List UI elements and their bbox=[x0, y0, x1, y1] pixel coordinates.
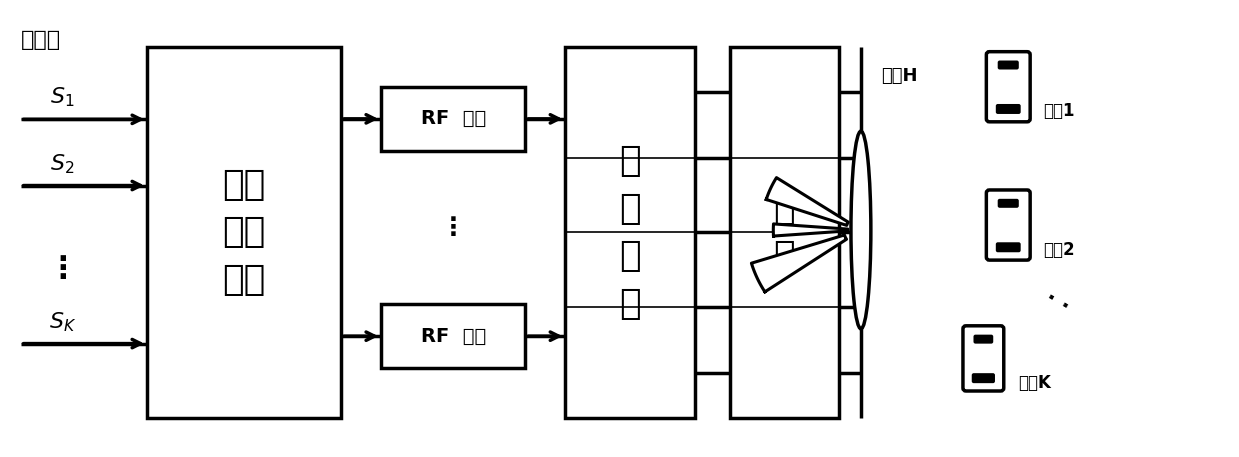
Polygon shape bbox=[773, 224, 847, 236]
FancyBboxPatch shape bbox=[973, 374, 994, 382]
FancyBboxPatch shape bbox=[997, 243, 1020, 251]
Bar bbox=[147, 47, 341, 418]
FancyBboxPatch shape bbox=[975, 336, 992, 343]
Text: RF  链路: RF 链路 bbox=[420, 109, 486, 128]
FancyBboxPatch shape bbox=[963, 326, 1004, 391]
Text: 波
束
选
择: 波 束 选 择 bbox=[620, 144, 641, 321]
Text: 信道H: 信道H bbox=[881, 67, 917, 85]
FancyBboxPatch shape bbox=[999, 62, 1017, 69]
Text: 数字
预编
码器: 数字 预编 码器 bbox=[223, 168, 266, 297]
Text: $S_1$: $S_1$ bbox=[51, 86, 74, 109]
Text: ⋮: ⋮ bbox=[441, 216, 466, 239]
Text: 用户2: 用户2 bbox=[1043, 241, 1074, 259]
Text: $S_K$: $S_K$ bbox=[48, 310, 76, 334]
FancyBboxPatch shape bbox=[986, 52, 1030, 122]
Text: 数据流: 数据流 bbox=[21, 31, 61, 50]
Bar bbox=[382, 87, 525, 151]
Text: · ·: · · bbox=[1042, 287, 1074, 316]
FancyBboxPatch shape bbox=[986, 190, 1030, 260]
FancyBboxPatch shape bbox=[997, 105, 1020, 113]
Ellipse shape bbox=[851, 131, 871, 329]
Polygon shape bbox=[766, 178, 849, 225]
Text: $S_2$: $S_2$ bbox=[51, 152, 74, 175]
Polygon shape bbox=[751, 235, 846, 292]
Text: RF  链路: RF 链路 bbox=[420, 327, 486, 345]
Text: 用户1: 用户1 bbox=[1043, 102, 1074, 121]
FancyBboxPatch shape bbox=[999, 200, 1017, 207]
Text: 透
镜: 透 镜 bbox=[773, 191, 795, 273]
Bar bbox=[730, 47, 839, 418]
Bar bbox=[565, 47, 695, 418]
Text: ⋮: ⋮ bbox=[47, 255, 78, 284]
Text: 用户K: 用户K bbox=[1018, 374, 1051, 392]
Bar bbox=[382, 304, 525, 368]
